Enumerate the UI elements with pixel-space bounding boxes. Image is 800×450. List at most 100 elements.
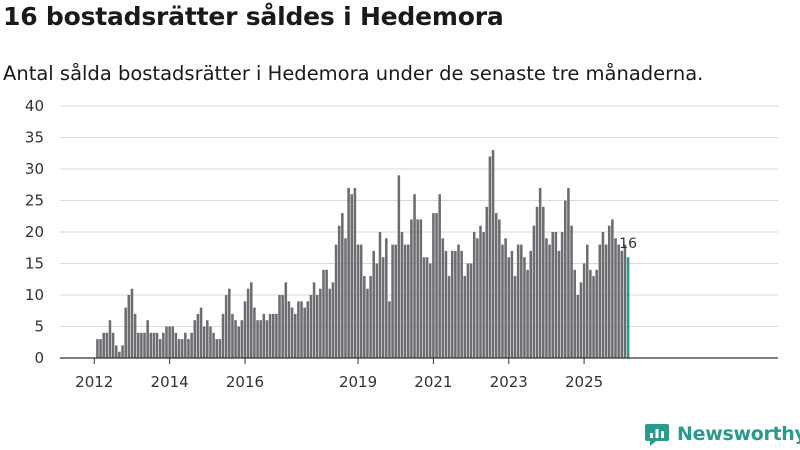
bar <box>498 219 501 358</box>
bar <box>381 257 385 358</box>
bar <box>457 244 460 358</box>
bar <box>529 250 533 358</box>
bar <box>190 332 193 358</box>
bar <box>130 288 134 358</box>
bar <box>589 269 592 358</box>
bar <box>560 232 564 358</box>
bar <box>246 288 250 358</box>
bar <box>212 332 215 358</box>
bar <box>293 313 297 358</box>
bar <box>177 339 181 358</box>
bar <box>419 219 423 358</box>
bar <box>447 276 451 358</box>
bar <box>105 332 109 358</box>
bar <box>548 244 551 358</box>
brand-footer: Newsworthy <box>644 421 800 447</box>
bar <box>585 244 589 358</box>
bar <box>215 339 219 358</box>
bar <box>416 219 419 358</box>
bar <box>375 263 379 358</box>
bar <box>149 332 153 358</box>
bar <box>494 213 498 358</box>
bar <box>598 244 602 358</box>
bar <box>168 326 171 358</box>
bar <box>595 269 598 358</box>
bar <box>441 238 445 358</box>
x-tick-label: 2021 <box>414 373 452 391</box>
bar <box>265 320 269 358</box>
bar <box>158 339 162 358</box>
bar <box>410 219 413 358</box>
bar <box>450 250 454 358</box>
bar <box>573 269 576 358</box>
bar <box>202 326 206 358</box>
bar <box>250 282 253 358</box>
bar <box>218 339 222 358</box>
bar <box>165 326 168 358</box>
y-tick-label: 15 <box>25 255 44 273</box>
bar <box>262 313 266 358</box>
bar <box>240 320 244 358</box>
bar <box>400 232 404 358</box>
bar <box>337 225 341 358</box>
bar <box>259 320 262 358</box>
bar <box>102 332 105 358</box>
bar <box>407 244 410 358</box>
bar <box>444 250 448 358</box>
y-tick-label: 35 <box>25 129 44 147</box>
y-axis-tick-labels: 0 5 10 15 20 25 30 35 40 <box>25 97 44 367</box>
bar <box>388 301 391 358</box>
bar <box>325 269 328 358</box>
bar <box>485 206 489 358</box>
bar <box>366 288 369 358</box>
bar <box>523 257 526 358</box>
bar <box>322 269 325 358</box>
bar <box>369 276 372 358</box>
bar <box>394 244 397 358</box>
bar <box>491 150 495 358</box>
bar <box>513 276 517 358</box>
bar <box>99 339 102 358</box>
bar <box>576 295 580 358</box>
bar <box>234 320 237 358</box>
bar <box>309 295 313 358</box>
bar <box>193 320 197 358</box>
bar <box>545 238 548 358</box>
y-tick-label: 40 <box>25 97 44 115</box>
bar <box>287 301 291 358</box>
brand-name: Newsworthy <box>677 423 800 445</box>
bar <box>604 244 608 358</box>
y-tick-label: 20 <box>25 223 44 241</box>
bar <box>152 332 156 358</box>
bar <box>278 295 281 358</box>
bar <box>463 276 467 358</box>
bar <box>111 332 115 358</box>
bar <box>466 263 470 358</box>
bar <box>146 320 149 358</box>
y-tick-label: 30 <box>25 160 44 178</box>
bar <box>224 295 228 358</box>
x-tick-label: 2023 <box>490 373 528 391</box>
bar <box>570 225 573 358</box>
y-tick-label: 25 <box>25 192 44 210</box>
bar <box>162 332 165 358</box>
bar <box>607 225 611 358</box>
bar <box>256 320 259 358</box>
bar <box>187 339 190 358</box>
bar <box>554 232 558 358</box>
bar <box>328 288 332 358</box>
bar <box>469 263 473 358</box>
y-tick-label: 10 <box>25 286 44 304</box>
bar <box>614 238 617 358</box>
bar <box>507 257 511 358</box>
bar <box>306 301 310 358</box>
bar <box>617 244 620 358</box>
bar <box>422 257 426 358</box>
x-tick-label: 2012 <box>75 373 113 391</box>
bar <box>472 232 476 358</box>
bar <box>237 326 240 358</box>
bar <box>454 250 457 358</box>
bar <box>133 313 137 358</box>
bar <box>114 345 118 358</box>
